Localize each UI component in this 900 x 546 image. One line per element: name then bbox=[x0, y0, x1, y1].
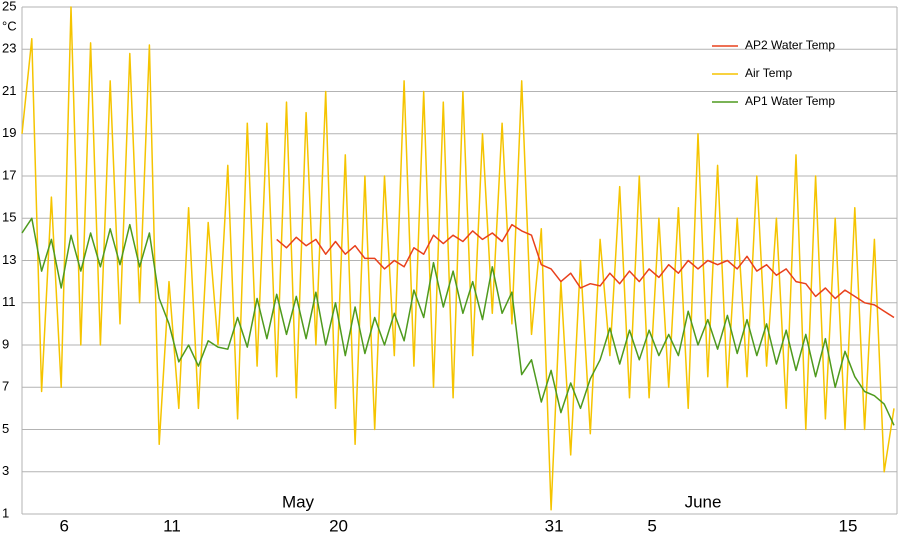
y-tick-label: 9 bbox=[2, 336, 9, 351]
y-tick-label: 13 bbox=[2, 252, 16, 267]
y-tick-label: 17 bbox=[2, 167, 16, 182]
x-tick-label: 15 bbox=[839, 516, 858, 535]
x-tick-label: 20 bbox=[329, 516, 348, 535]
y-tick-label: 1 bbox=[2, 505, 9, 520]
y-tick-label: 11 bbox=[2, 294, 16, 309]
y-tick-label: 25 bbox=[2, 0, 16, 13]
x-tick-label: 6 bbox=[59, 516, 68, 535]
x-tick-label: 11 bbox=[163, 516, 181, 535]
y-tick-label: 21 bbox=[2, 83, 16, 98]
month-label: May bbox=[282, 492, 315, 511]
series-line bbox=[21, 217, 895, 426]
y-unit: °C bbox=[2, 18, 17, 33]
series-line bbox=[21, 6, 895, 511]
y-tick-label: 15 bbox=[2, 210, 16, 225]
y-tick-label: 19 bbox=[2, 125, 16, 140]
y-tick-label: 5 bbox=[2, 421, 9, 436]
y-tick-label: 3 bbox=[2, 463, 9, 478]
x-tick-label: 31 bbox=[545, 516, 564, 535]
y-tick-label: 23 bbox=[2, 41, 16, 56]
x-tick-label: 5 bbox=[647, 516, 656, 535]
legend-label: Air Temp bbox=[745, 66, 792, 80]
legend-label: AP2 Water Temp bbox=[745, 38, 835, 52]
y-tick-label: 7 bbox=[2, 379, 9, 394]
series-line bbox=[276, 223, 895, 319]
legend-label: AP1 Water Temp bbox=[745, 94, 835, 108]
month-label: June bbox=[685, 492, 722, 511]
